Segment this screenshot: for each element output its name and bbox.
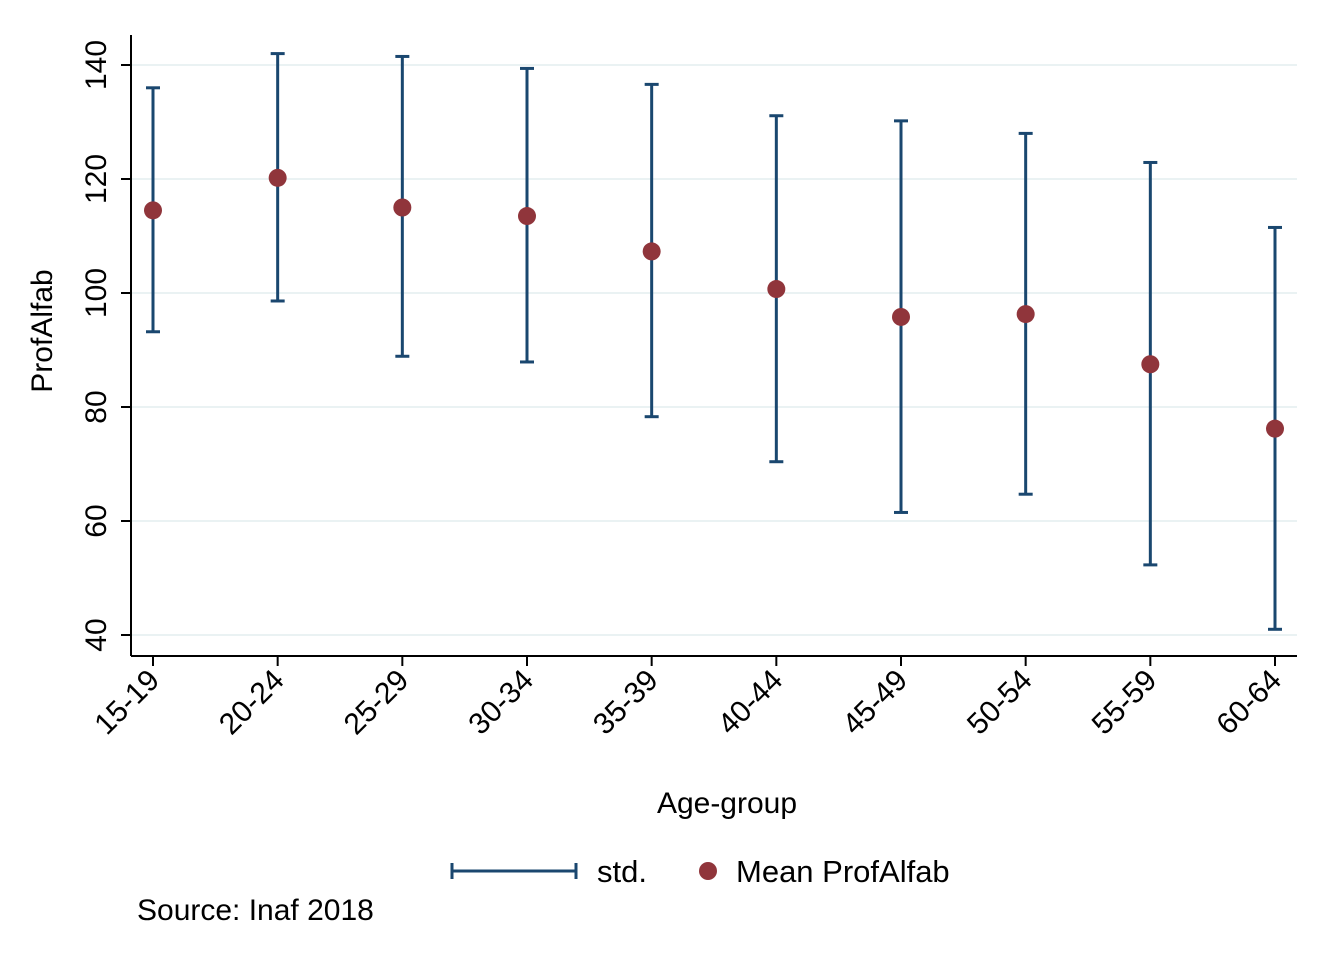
mean-points	[144, 168, 1284, 438]
legend-label-std: std.	[597, 854, 647, 889]
x-tick-label: 45-49	[836, 664, 914, 742]
x-tick-label: 40-44	[712, 664, 790, 742]
mean-point-30-34	[518, 207, 536, 226]
y-tick-label: 80	[80, 390, 113, 423]
mean-point-25-29	[393, 198, 412, 217]
x-tick-label: 20-24	[213, 664, 291, 742]
x-tick-label: 35-39	[587, 664, 665, 742]
mean-point-50-54	[1016, 305, 1035, 324]
x-tick-label: 15-19	[88, 664, 166, 742]
x-tick-label: 50-54	[961, 664, 1039, 742]
y-tick-label: 100	[80, 268, 113, 318]
source-note: Source: Inaf 2018	[137, 894, 374, 927]
legend-label-mean: Mean ProfAlfab	[736, 854, 950, 889]
legend-mean-marker	[699, 862, 717, 880]
mean-point-40-44	[767, 280, 786, 299]
x-axis-title: Age-group	[657, 787, 797, 820]
y-tick-label: 120	[80, 154, 113, 204]
y-tick-label: 60	[80, 504, 113, 537]
x-tick-label: 60-64	[1210, 664, 1288, 742]
x-tick-label: 30-34	[462, 664, 540, 742]
x-tick-label: 25-29	[338, 664, 416, 742]
error-bars	[146, 52, 1282, 631]
mean-point-35-39	[642, 242, 661, 261]
legend-item-std: std.	[450, 854, 647, 889]
grid-lines	[131, 64, 1297, 636]
mean-point-60-64	[1266, 419, 1284, 438]
y-axis-title: ProfAlfab	[26, 269, 59, 392]
legend-item-mean: Mean ProfAlfab	[699, 854, 950, 889]
legend: std. Mean ProfAlfab	[450, 854, 950, 889]
x-tick-label: 55-59	[1086, 664, 1164, 742]
mean-point-55-59	[1141, 355, 1160, 374]
y-tick-label: 40	[80, 618, 113, 651]
mean-point-15-19	[144, 201, 162, 220]
y-tick-label: 140	[80, 40, 113, 90]
mean-point-20-24	[268, 168, 287, 187]
mean-point-45-49	[892, 307, 910, 326]
